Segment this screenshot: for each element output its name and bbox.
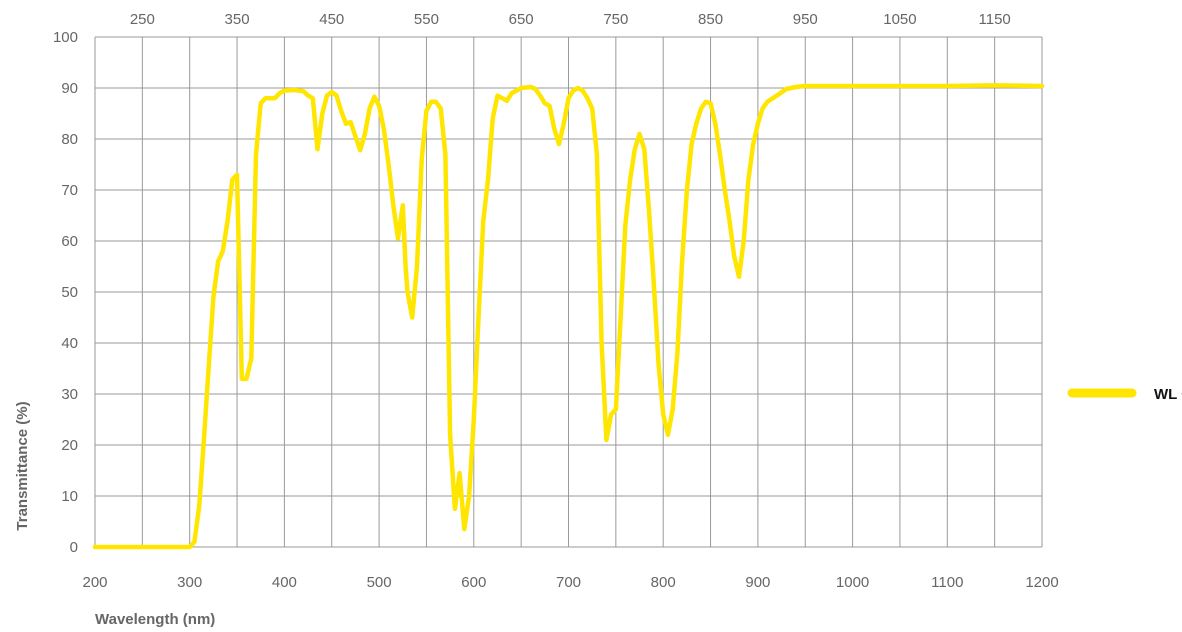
y-tick-label: 10 bbox=[61, 488, 78, 505]
x-tick-label: 600 bbox=[461, 574, 486, 591]
tick-labels: 0 10 20 30 40 50 60 70 80 90 100 200 300 400 500 600 700… bbox=[53, 11, 1059, 591]
y-tick-label: 30 bbox=[61, 386, 78, 403]
series-line-wl01 bbox=[92, 83, 1045, 550]
top-x-tick-label: 450 bbox=[319, 11, 344, 28]
top-x-tick-label: 750 bbox=[603, 11, 628, 28]
x-tick-label: 900 bbox=[745, 574, 770, 591]
y-tick-label: 50 bbox=[61, 284, 78, 301]
x-tick-label: 700 bbox=[556, 574, 581, 591]
top-x-tick-label: 1150 bbox=[979, 11, 1011, 28]
x-axis-title: Wavelength (nm) bbox=[95, 611, 215, 628]
top-x-tick-label: 1050 bbox=[883, 11, 916, 28]
y-tick-label: 70 bbox=[61, 182, 78, 199]
x-tick-label: 200 bbox=[82, 574, 107, 591]
top-x-tick-label: 250 bbox=[130, 11, 155, 28]
y-tick-label: 60 bbox=[61, 233, 78, 250]
top-x-tick-label: 550 bbox=[414, 11, 439, 28]
y-axis-title: Transmittance (%) bbox=[14, 401, 31, 530]
x-tick-label: 1200 bbox=[1025, 574, 1058, 591]
y-tick-label: 0 bbox=[70, 539, 78, 556]
legend-label-wl01: WL 01 bbox=[1154, 386, 1182, 403]
y-tick-label: 80 bbox=[61, 131, 78, 148]
y-tick-label: 40 bbox=[61, 335, 78, 352]
top-x-tick-label: 350 bbox=[225, 11, 250, 28]
x-tick-label: 300 bbox=[177, 574, 202, 591]
series-layer bbox=[92, 83, 1045, 550]
x-tick-label: 400 bbox=[272, 574, 297, 591]
x-tick-label: 500 bbox=[367, 574, 392, 591]
x-tick-label: 1000 bbox=[836, 574, 869, 591]
legend: WL 01 bbox=[1067, 386, 1182, 403]
y-tick-label: 100 bbox=[53, 29, 78, 46]
y-tick-label: 20 bbox=[61, 437, 78, 454]
top-x-tick-label: 950 bbox=[793, 11, 818, 28]
chart-grid bbox=[94, 36, 1043, 548]
top-x-tick-label: 650 bbox=[509, 11, 534, 28]
y-tick-label: 90 bbox=[61, 80, 78, 97]
x-tick-label: 800 bbox=[651, 574, 676, 591]
top-x-tick-label: 850 bbox=[698, 11, 723, 28]
x-tick-label: 1100 bbox=[931, 574, 963, 591]
